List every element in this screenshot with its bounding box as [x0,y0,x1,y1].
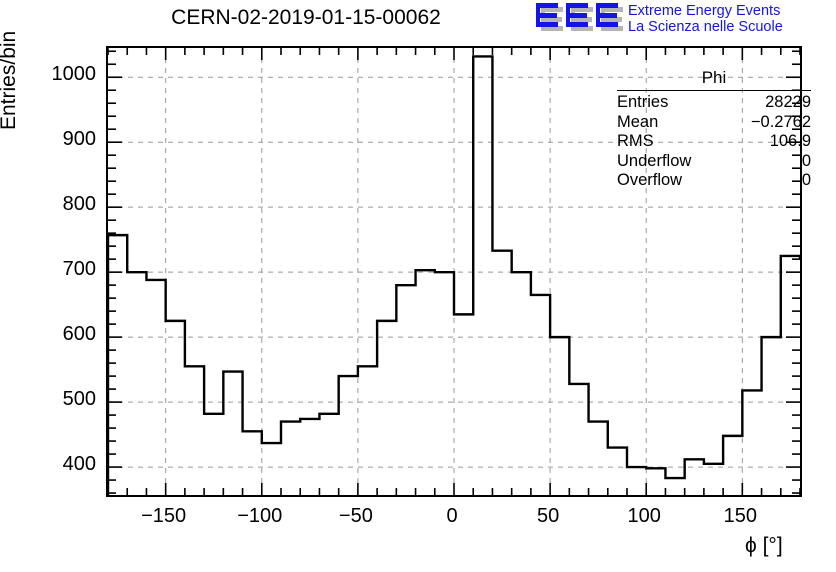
eee-logo-letter-bar [566,3,588,8]
stats-row-value: 0 [801,171,811,189]
stats-row-value: 0 [801,151,811,170]
page-title: CERN-02-2019-01-15-00062 [171,6,441,29]
y-axis-tick-label: 500 [62,388,96,411]
eee-logo-letter-shadow [541,7,563,12]
stats-box-rows: Entries 28229 Mean −0.2762 RMS 106.9 Underflow… [617,93,811,191]
x-axis-title: ϕ [°] [745,534,783,557]
stats-row-value: 106.9 [769,132,811,150]
stats-row-key: RMS [617,132,654,150]
eee-logo: Extreme Energy Events La Scienza nelle S… [536,3,836,37]
plot-frame [106,46,802,497]
eee-logo-letter-shadow [541,7,545,31]
plot-area [108,48,800,495]
x-axis-tick-label: 150 [723,505,758,527]
stats-row-key: Underflow [617,151,692,170]
stats-row-value: 28229 [765,93,811,111]
eee-logo-letter-shadow [601,26,623,31]
y-axis-tick-label: 900 [62,128,96,151]
eee-logo-letter-bar [596,22,618,27]
eee-logo-letter-bar [566,22,588,27]
histogram-svg [108,48,800,495]
y-axis-tick-label: 600 [62,323,96,346]
histogram-step-line [108,55,800,495]
eee-logo-letter-shadow [571,7,593,12]
stats-row-key: Mean [617,112,659,131]
eee-logo-line1: Extreme Energy Events [628,3,781,19]
eee-logo-letter-bar [536,3,558,8]
eee-logo-letter-bar [599,13,617,18]
stats-row: Underflow 0 [617,152,811,172]
eee-logo-letter-shadow [571,7,575,31]
eee-logo-letter-bar [566,3,570,27]
y-axis-tick-label: 700 [62,258,96,281]
stats-row-key: Entries [617,93,669,111]
x-axis-tick-label: 50 [536,505,560,527]
y-axis-tick-label: 800 [62,193,96,216]
axis-ticks [108,48,800,495]
x-axis-tick-label: 0 [446,505,458,527]
eee-logo-letter [536,3,563,31]
eee-logo-text: Extreme Energy Events La Scienza nelle S… [628,3,783,35]
eee-logo-letter-bar [539,13,557,18]
y-axis-tick-label: 1000 [51,63,97,86]
eee-logo-letter-shadow [601,7,623,12]
y-axis-tick-label: 400 [62,453,96,476]
eee-logo-letter-bar [536,22,558,27]
stats-box-rule [617,90,811,91]
eee-logo-letter-shadow [574,17,592,22]
eee-logo-letter-bar [569,13,587,18]
eee-logo-line2: La Scienza nelle Scuole [628,19,783,35]
eee-logo-letter-bar [596,3,618,8]
eee-logo-letter-shadow [541,26,563,31]
x-axis-tick-label: −50 [338,505,373,527]
x-axis-tick-label: 100 [627,505,661,527]
stats-row: RMS 106.9 [617,132,811,152]
eee-logo-letter-bar [596,3,600,27]
stats-row-key: Overflow [617,171,683,189]
eee-logo-letter-bar [536,3,540,27]
stats-box: Phi Entries 28229 Mean −0.2762 RMS 106.9 Under… [617,68,811,191]
eee-logo-mark [536,3,624,35]
eee-logo-letter [596,3,623,31]
x-axis-tick-label: −150 [141,505,187,527]
stats-box-title: Phi [701,68,727,87]
stats-row: Mean −0.2762 [617,113,811,133]
stats-row: Overflow 0 [617,171,811,191]
eee-logo-letter-shadow [601,7,605,31]
y-axis-title: Entries/bin [0,30,20,130]
eee-logo-letter-shadow [544,17,562,22]
stats-row: Entries 28229 [617,93,811,113]
stats-row-value: −0.2762 [750,112,811,131]
eee-logo-letter [566,3,593,31]
x-axis-tick-label: −100 [237,505,283,527]
eee-logo-letter-shadow [571,26,593,31]
eee-logo-letter-shadow [604,17,622,22]
